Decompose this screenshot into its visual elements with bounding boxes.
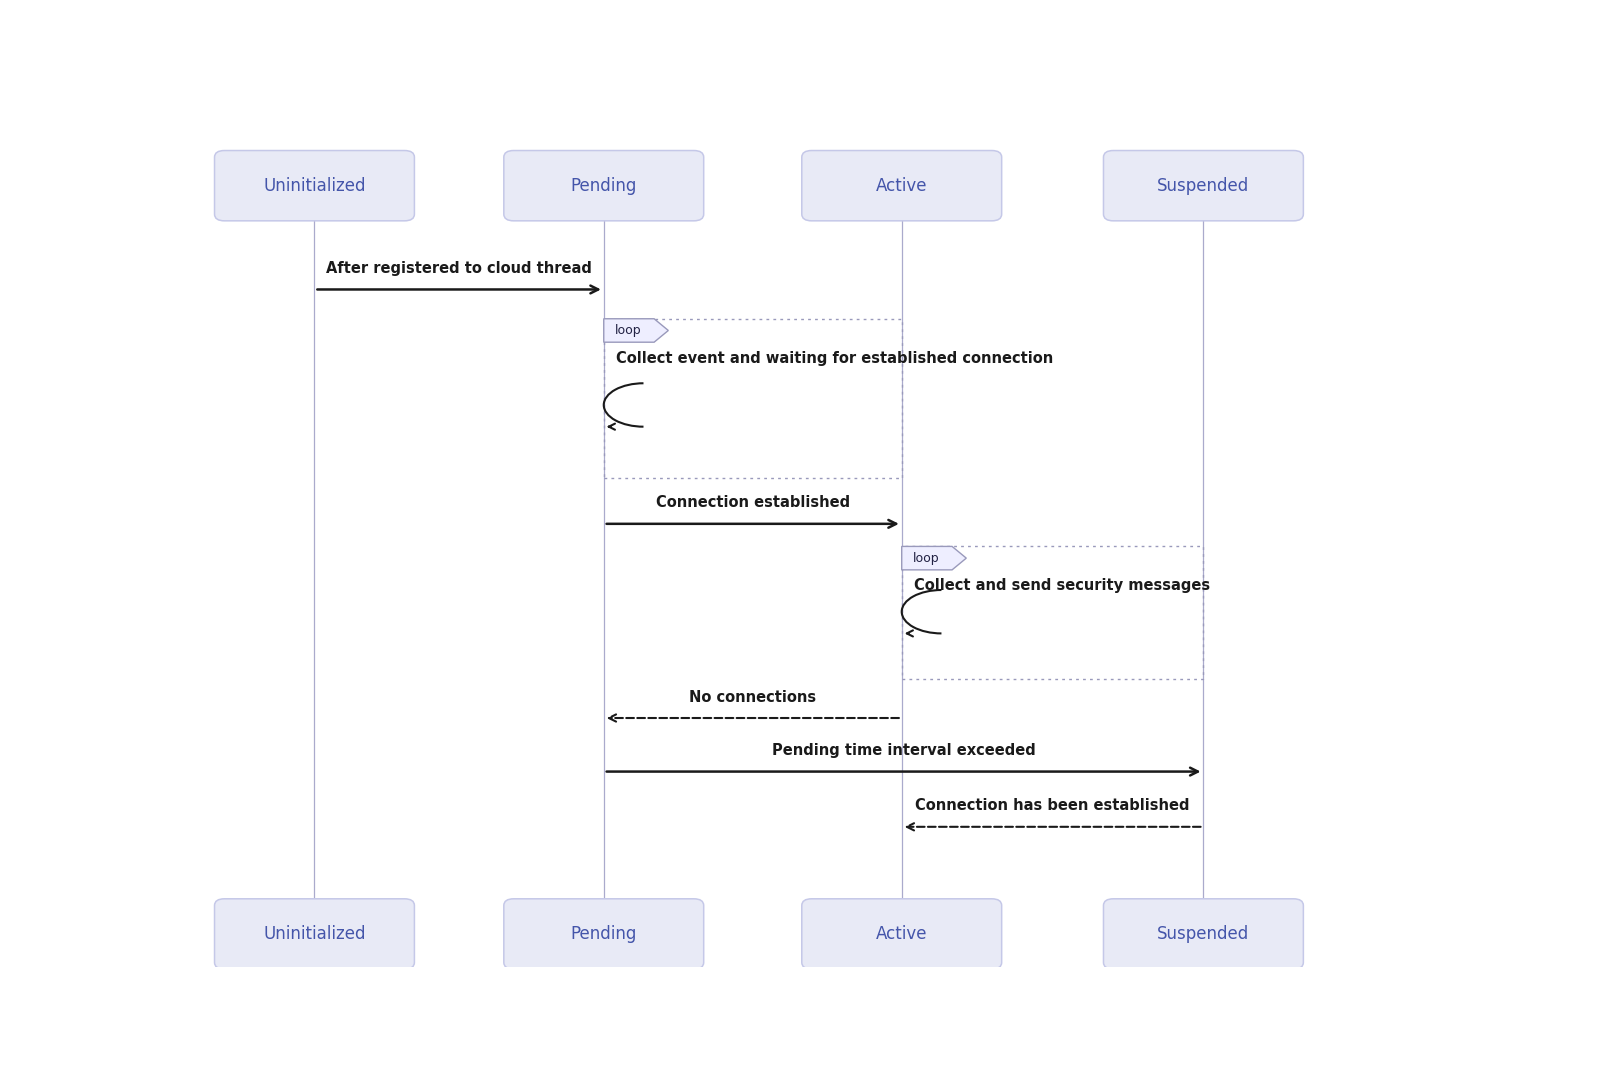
Text: Pending: Pending (570, 177, 638, 195)
Text: Uninitialized: Uninitialized (263, 177, 365, 195)
FancyBboxPatch shape (215, 150, 415, 221)
FancyBboxPatch shape (503, 150, 703, 221)
FancyBboxPatch shape (801, 150, 1001, 221)
Text: loop: loop (615, 324, 641, 337)
FancyBboxPatch shape (503, 899, 703, 970)
FancyBboxPatch shape (801, 899, 1001, 970)
Text: Suspended: Suspended (1157, 177, 1250, 195)
Text: loop: loop (913, 551, 939, 564)
Polygon shape (604, 318, 668, 342)
Text: Suspended: Suspended (1157, 925, 1250, 942)
Text: Collect event and waiting for established connection: Collect event and waiting for establishe… (617, 351, 1054, 365)
Text: Active: Active (876, 925, 928, 942)
Text: Connection established: Connection established (655, 496, 849, 511)
Bar (902, 547, 1203, 678)
Text: No connections: No connections (689, 689, 817, 704)
FancyBboxPatch shape (1104, 150, 1304, 221)
Text: Uninitialized: Uninitialized (263, 925, 365, 942)
Text: Pending: Pending (570, 925, 638, 942)
Text: Collect and send security messages: Collect and send security messages (915, 578, 1210, 594)
Text: Active: Active (876, 177, 928, 195)
Text: After registered to cloud thread: After registered to cloud thread (327, 261, 593, 276)
FancyBboxPatch shape (1104, 899, 1304, 970)
Text: Pending time interval exceeded: Pending time interval exceeded (772, 744, 1035, 759)
Polygon shape (902, 547, 966, 570)
Text: Connection has been established: Connection has been established (915, 799, 1190, 813)
Bar (604, 318, 902, 478)
FancyBboxPatch shape (215, 899, 415, 970)
